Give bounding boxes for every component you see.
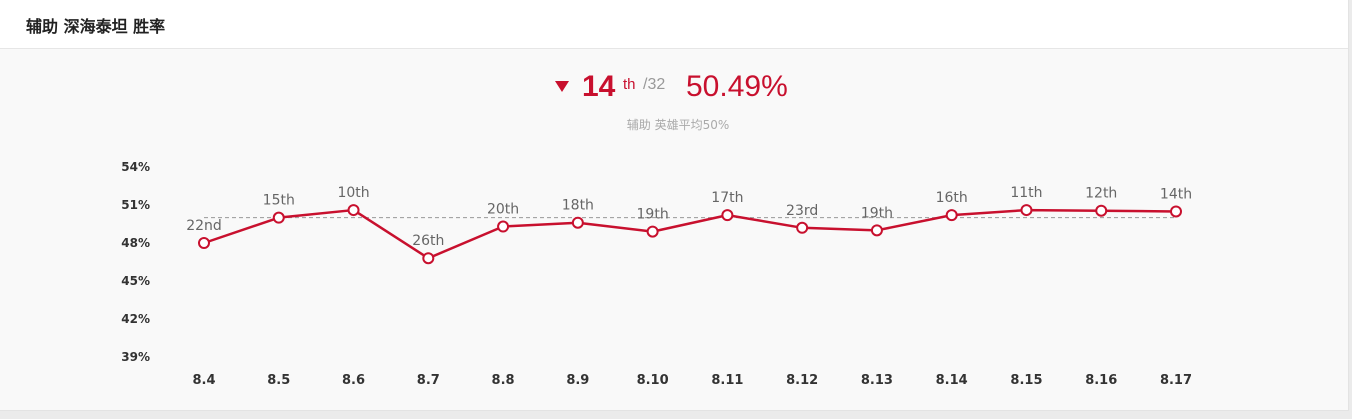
y-tick-label: 42% <box>121 312 150 326</box>
rank-data-label: 19th <box>637 207 669 223</box>
rank-data-label: 15th <box>263 193 295 209</box>
rank-data-label: 18th <box>562 198 594 214</box>
rank-data-label: 20th <box>487 202 519 218</box>
panel-title: 辅助 深海泰坦 胜率 <box>26 17 166 36</box>
data-point <box>1095 204 1108 217</box>
rank-data-label: 26th <box>412 233 444 249</box>
y-tick-label: 39% <box>121 350 150 364</box>
x-tick-label: 8.13 <box>861 373 893 388</box>
win-rate-series-line <box>203 208 1177 260</box>
x-tick-label: 8.10 <box>637 373 669 388</box>
panel-header: 辅助 深海泰坦 胜率 <box>0 0 1348 49</box>
x-tick-label: 8.5 <box>267 373 290 388</box>
rank-total: /32 <box>643 76 666 93</box>
rank-data-label: 11th <box>1010 185 1042 201</box>
x-tick-label: 8.16 <box>1085 373 1117 388</box>
win-rate-value: 50.49% <box>686 70 788 103</box>
x-tick-label: 8.15 <box>1010 373 1042 388</box>
x-tick-label: 8.7 <box>417 373 440 388</box>
y-tick-label: 51% <box>121 198 150 212</box>
x-tick-label: 8.14 <box>936 373 968 388</box>
data-point <box>571 216 584 229</box>
rank-data-label: 12th <box>1085 186 1117 202</box>
y-tick-label: 45% <box>121 274 150 288</box>
data-point <box>1170 205 1182 218</box>
data-point <box>198 237 210 249</box>
average-subtitle: 辅助 英雄平均50% <box>626 118 730 132</box>
rank-data-label: 19th <box>861 205 893 221</box>
data-point <box>646 225 659 238</box>
x-tick-label: 8.4 <box>192 373 215 388</box>
data-point <box>1020 204 1033 217</box>
rank-data-label: 23rd <box>786 203 818 219</box>
x-tick-label: 8.12 <box>786 373 818 388</box>
data-point <box>870 224 883 237</box>
rank-number: 14 <box>582 70 616 103</box>
rank-summary: 14 th /32 50.49% <box>0 66 1348 106</box>
rank-data-label: 14th <box>1160 186 1192 202</box>
x-tick-label: 8.8 <box>492 373 515 388</box>
win-rate-panel: 辅助 深海泰坦 胜率 14 th /32 50.49% 辅助 英雄平均50% 5… <box>0 0 1349 411</box>
data-point <box>796 221 809 234</box>
x-tick-label: 8.17 <box>1160 373 1192 388</box>
y-tick-label: 48% <box>121 236 150 250</box>
rank-data-label: 17th <box>711 190 743 206</box>
down-arrow-icon <box>555 81 569 92</box>
rank-data-label: 22nd <box>186 218 222 234</box>
data-point <box>272 211 285 224</box>
data-point <box>422 252 435 265</box>
data-point <box>945 209 958 222</box>
x-tick-label: 8.11 <box>711 373 743 388</box>
data-point <box>721 209 734 222</box>
x-tick-label: 8.9 <box>566 373 589 388</box>
win-rate-line-chart: 54% 51% 48% 45% 42% 39% 8.4 8.5 8.6 8.7 8.8 8.9 8.10… <box>121 160 1192 388</box>
rank-data-label: 16th <box>936 190 968 206</box>
rank-data-label: 10th <box>337 185 369 201</box>
y-tick-label: 54% <box>121 160 150 174</box>
data-point <box>347 204 360 217</box>
rank-suffix: th <box>623 76 636 93</box>
data-point <box>497 220 510 233</box>
x-tick-label: 8.6 <box>342 373 365 388</box>
